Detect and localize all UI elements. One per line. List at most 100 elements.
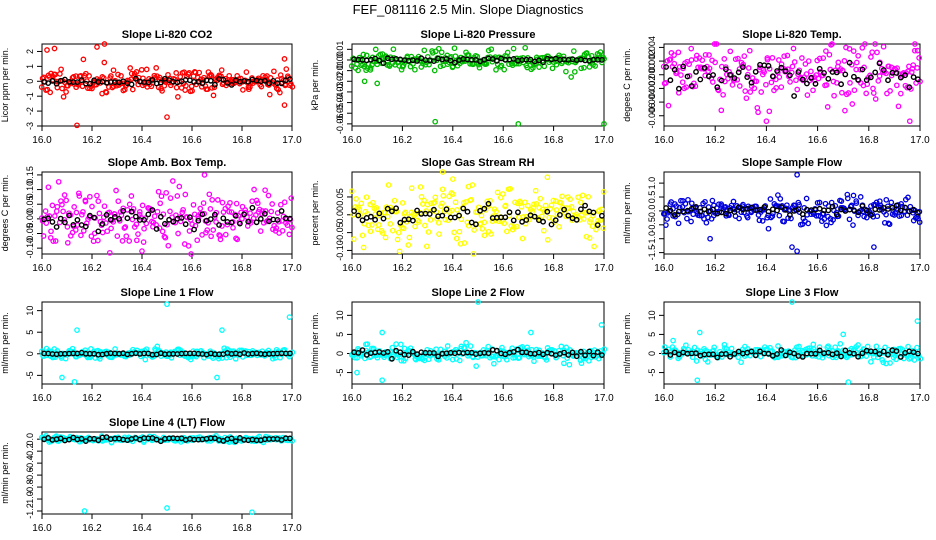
data-point <box>781 218 788 225</box>
data-point <box>192 69 199 76</box>
reference-point <box>851 350 857 357</box>
data-point <box>253 197 260 204</box>
data-point <box>589 223 596 230</box>
x-tick-label: 17.0 <box>282 523 302 534</box>
data-point <box>671 52 677 58</box>
reference-point <box>765 62 772 69</box>
reference-point <box>388 355 395 362</box>
data-point-outlier <box>164 114 170 120</box>
reference-point <box>752 352 759 359</box>
reference-point <box>868 74 874 81</box>
data-point <box>350 236 357 242</box>
reference-point <box>693 350 699 357</box>
reference-point <box>808 74 815 81</box>
reference-point <box>485 200 492 207</box>
reference-point <box>693 69 699 75</box>
reference-point <box>99 221 106 227</box>
data-point <box>55 178 62 185</box>
reference-point <box>149 207 156 213</box>
reference-point <box>286 76 293 83</box>
data-point <box>869 49 876 56</box>
data-point-outlier <box>439 169 446 175</box>
data-point <box>678 72 684 78</box>
reference-point <box>414 58 420 64</box>
data-point <box>210 92 217 99</box>
data-point <box>449 207 455 214</box>
data-point <box>159 88 165 94</box>
data-point <box>703 219 710 226</box>
data-point <box>356 206 363 213</box>
data-point <box>406 234 413 241</box>
data-point <box>288 195 295 201</box>
data-point <box>390 46 397 53</box>
data-point <box>872 96 879 102</box>
data-point <box>846 216 853 223</box>
reference-point <box>351 208 357 215</box>
data-point-outlier <box>707 235 713 242</box>
data-point <box>530 65 536 71</box>
reference-point <box>795 206 802 213</box>
data-point <box>189 88 195 94</box>
data-point <box>532 187 539 194</box>
data-point <box>286 231 293 238</box>
data-point <box>467 343 474 349</box>
reference-point <box>586 348 593 355</box>
reference-point <box>91 214 98 221</box>
data-point <box>369 222 375 228</box>
y-tick-label: -1.2 <box>25 503 35 519</box>
reference-point <box>57 215 64 222</box>
y-tick-label: 10 <box>25 306 35 316</box>
reference-point <box>816 347 823 354</box>
data-point <box>126 201 133 208</box>
reference-point <box>842 71 849 78</box>
data-point <box>581 64 587 71</box>
data-point <box>759 218 766 224</box>
reference-point <box>863 207 870 214</box>
reference-point <box>87 80 93 87</box>
data-point <box>540 227 547 234</box>
data-point <box>481 232 488 239</box>
reference-point <box>355 212 362 219</box>
y-tick-label: 0.10 <box>25 181 35 199</box>
data-point <box>743 95 750 102</box>
data-points <box>38 432 296 516</box>
plot-frame <box>41 431 293 515</box>
data-point <box>850 48 857 54</box>
data-point <box>60 93 67 100</box>
x-tick-label: 16.4 <box>757 135 777 146</box>
data-point <box>756 217 763 224</box>
reference-point <box>727 353 733 360</box>
reference-point <box>599 57 605 63</box>
data-point <box>775 57 782 63</box>
data-point <box>679 79 686 86</box>
data-point-outlier <box>201 172 208 178</box>
data-point <box>233 235 239 242</box>
reference-point <box>897 353 904 360</box>
data-point <box>112 346 118 352</box>
data-point <box>787 79 793 85</box>
x-tick-label: 17.0 <box>282 263 302 274</box>
data-point-outlier <box>845 379 852 385</box>
data-point <box>747 89 754 95</box>
data-point <box>893 82 900 89</box>
data-point-outlier <box>475 299 481 305</box>
data-point <box>911 47 918 54</box>
data-point <box>41 353 47 359</box>
reference-point <box>207 216 214 223</box>
data-point <box>851 87 858 94</box>
data-point <box>600 225 607 232</box>
data-point <box>358 200 365 207</box>
data-point <box>208 72 215 79</box>
chart-8: Slope Line 2 Flow ml/min per min. 16.0 16.2… <box>310 287 614 404</box>
data-point <box>542 202 549 209</box>
reference-point <box>249 204 256 211</box>
data-point <box>803 195 810 202</box>
data-point <box>104 228 111 235</box>
x-tick-label: 16.0 <box>32 523 52 534</box>
data-point <box>766 108 773 115</box>
data-point <box>712 59 718 66</box>
data-point <box>71 204 78 210</box>
data-point <box>277 89 283 96</box>
data-point <box>96 210 103 217</box>
